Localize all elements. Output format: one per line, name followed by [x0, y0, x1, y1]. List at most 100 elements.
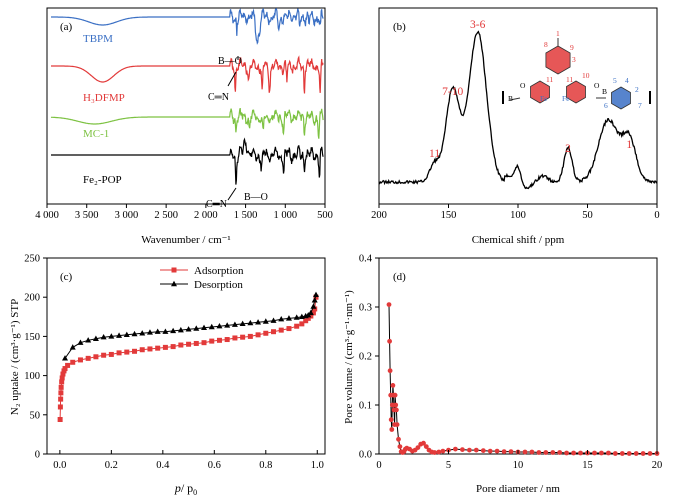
pore-point-40	[487, 448, 493, 454]
peak-label-1: 7-10	[442, 86, 463, 98]
panel-d-ylabel: Pore volume / (cm³·g⁻¹·nm⁻¹)	[343, 290, 355, 424]
annotation-cn-top: C═N	[208, 92, 229, 103]
desorption-point-29	[123, 331, 130, 338]
adsorption-point-0	[57, 417, 63, 423]
ring-left	[530, 80, 550, 104]
adsorption-point-21	[147, 346, 153, 352]
pore-point-37	[467, 447, 472, 453]
xlabel-p: p	[174, 481, 181, 495]
desorption-point-2	[310, 303, 317, 309]
legend-label-0: Adsorption	[194, 265, 244, 277]
desorption-point-27	[139, 330, 146, 336]
panel-d-ytick-label-3: 0.3	[359, 303, 372, 314]
ftir-trace-2	[50, 107, 324, 139]
desorption-point-32	[100, 333, 107, 340]
adsorption-point-4	[58, 384, 64, 390]
pore-point-32	[436, 449, 442, 455]
peak-label-4: 1	[626, 139, 632, 151]
panel-c-ytick-label-2: 100	[24, 371, 40, 382]
panel-d-ytick-label-0: 0.0	[359, 450, 372, 461]
adsorption-point-34	[247, 333, 253, 339]
structure-label-14: 4	[625, 76, 629, 85]
adsorption-point-25	[178, 342, 184, 348]
panel-d-frame	[378, 257, 658, 455]
panel-b-xtick-label-0: 200	[371, 210, 387, 221]
structure-label-9: B	[508, 94, 513, 103]
adsorption-point-28	[201, 340, 207, 346]
pore-point-58	[612, 451, 618, 456]
pore-point-61	[633, 451, 639, 456]
adsorption-point-35	[255, 332, 261, 338]
pore-point-42	[501, 449, 507, 454]
pore-point-4	[388, 417, 394, 423]
desorption-point-28	[131, 330, 138, 337]
adsorption-point-29	[209, 338, 215, 344]
structure-label-0: 1	[556, 29, 560, 38]
adsorption-point-13	[85, 355, 91, 361]
desorption-point-35	[77, 339, 84, 345]
pore-point-12	[393, 402, 399, 408]
ring-right	[566, 80, 586, 104]
panel-a-xtick-label-3: 2 500	[154, 210, 178, 221]
pore-point-28	[423, 444, 429, 449]
structure-label-1: 8	[544, 40, 548, 49]
panel-d-pore: (d) 0 5 10 15 20 0.0 0.1 0.2 0.3 0.4 Pore volume …	[343, 254, 662, 496]
pore-line	[388, 304, 657, 454]
adsorption-point-46	[312, 306, 318, 312]
pore-point-35	[453, 446, 458, 452]
pore-point-62	[640, 451, 646, 456]
structure-label-16: 6	[604, 101, 608, 110]
bo-bond-left	[509, 97, 521, 101]
adsorption-point-14	[93, 354, 99, 360]
desorption-point-18	[208, 323, 215, 330]
panel-d-xtick-label-0: 0	[376, 460, 381, 471]
pore-point-60	[626, 451, 632, 456]
panel-d-ytick-label-1: 0.1	[359, 401, 372, 412]
cn-pointer-top	[227, 71, 237, 87]
pore-point-39	[480, 448, 486, 453]
structure-label-11: O	[520, 81, 526, 90]
ftir-trace-1	[51, 55, 324, 94]
panel-a-xtick-label-1: 3 500	[75, 210, 99, 221]
adsorption-point-9	[62, 366, 68, 372]
desorption-point-7	[293, 314, 300, 320]
panel-c-ytick-label-3: 150	[24, 332, 40, 343]
panel-a-xtick-label-0: 4 000	[35, 210, 59, 221]
desorption-point-34	[85, 337, 92, 343]
pore-point-0	[386, 302, 392, 307]
adsorption-point-40	[294, 323, 300, 329]
structure-label-17: 7	[638, 101, 642, 110]
pore-point-38	[473, 447, 479, 453]
desorption-point-14	[239, 320, 246, 327]
ring-central	[545, 45, 571, 75]
pore-point-36	[460, 447, 465, 452]
pore-point-43	[508, 449, 514, 454]
adsorption-point-18	[124, 349, 130, 355]
adsorption-point-36	[263, 330, 269, 336]
annotation-bo-bottom: B—O	[244, 192, 268, 203]
adsorption-point-31	[224, 337, 230, 343]
adsorption-point-37	[271, 329, 277, 335]
desorption-point-5	[302, 312, 309, 319]
series-label-tbpm: TBPM	[83, 33, 113, 45]
xlabel-over: / p	[181, 481, 193, 495]
adsorption-point-26	[186, 341, 192, 347]
panel-b-xtick-label-3: 50	[582, 210, 593, 221]
adsorption-point-19	[132, 348, 138, 354]
desorption-point-11	[262, 318, 269, 324]
pore-point-2	[387, 368, 393, 374]
panel-c-ylabel: N₂ uptake / (cm³·g⁻¹) STP	[9, 299, 21, 415]
peak-label-2: 11	[429, 148, 440, 160]
pore-point-55	[592, 450, 597, 456]
peak-label-0: 3-6	[470, 19, 486, 31]
desorption-point-37	[62, 355, 69, 361]
desorption-point-19	[201, 324, 208, 330]
pore-point-15	[396, 436, 401, 442]
panel-a-xlabel: Wavenumber / cm⁻¹	[141, 234, 230, 246]
panel-c-xtick-label-0: 0.0	[53, 460, 66, 471]
pore-point-52	[571, 450, 576, 456]
isotherm-line-0	[59, 297, 317, 420]
series-label-h3dfmp: H₃DFMP	[83, 92, 125, 104]
panel-d-label: (d)	[393, 271, 406, 283]
